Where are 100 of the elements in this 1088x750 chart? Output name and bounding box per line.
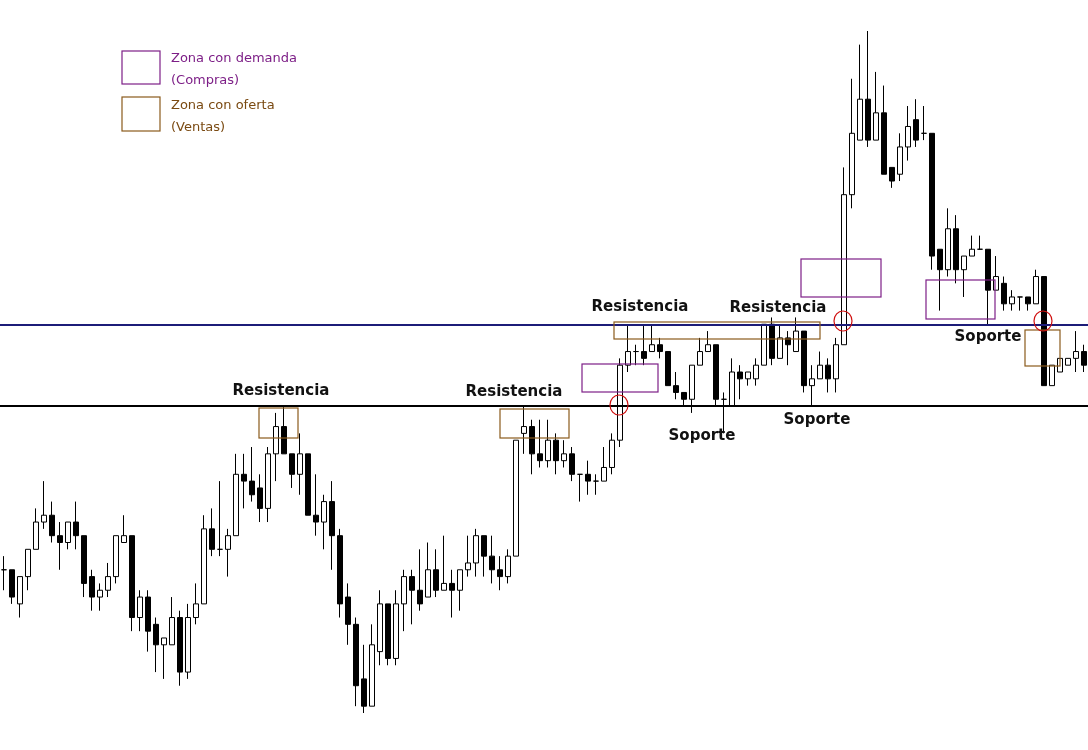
- candlestick: [233, 453, 239, 537]
- candlestick: [1033, 269, 1039, 305]
- candlestick: [657, 337, 663, 359]
- candlestick: [145, 589, 151, 653]
- candlestick: [185, 603, 191, 680]
- candlestick: [177, 610, 183, 687]
- candlestick: [305, 453, 311, 516]
- annotation: Resistencia: [232, 381, 330, 399]
- candlestick: [17, 576, 23, 619]
- candlestick: [89, 569, 95, 612]
- candlestick: [641, 323, 647, 366]
- candlestick: [121, 514, 127, 543]
- candlestick: [113, 535, 119, 584]
- candlestick: [57, 521, 63, 571]
- candlestick: [41, 480, 47, 530]
- candlestick: [585, 460, 591, 496]
- candlestick: [193, 582, 199, 625]
- annotation: Resistencia: [591, 297, 689, 315]
- candlestick: [601, 446, 607, 482]
- annotation: Soporte: [783, 410, 851, 428]
- annotation: Resistencia: [465, 382, 563, 400]
- candlestick: [457, 569, 463, 612]
- candlestick: [161, 637, 167, 680]
- candlestick: [217, 480, 223, 557]
- candlestick: [961, 255, 967, 298]
- candlestick: [921, 105, 927, 141]
- candlestick: [673, 371, 679, 400]
- candlestick: [441, 535, 447, 591]
- candlestick: [97, 582, 103, 612]
- candlestick: [633, 344, 639, 366]
- candlestick: [985, 248, 991, 325]
- candlestick: [265, 446, 271, 523]
- candlestick: [153, 617, 159, 673]
- candlestick: [969, 235, 975, 257]
- candlestick: [937, 248, 943, 312]
- candlestick: [489, 535, 495, 584]
- candlestick: [1081, 344, 1087, 373]
- candlestick: [385, 603, 391, 666]
- candlestick: [321, 494, 327, 550]
- candlestick: [393, 589, 399, 666]
- candlestick: [737, 364, 743, 400]
- candlestick: [401, 569, 407, 632]
- candlestick: [649, 323, 655, 353]
- candlestick: [449, 569, 455, 619]
- candlestick: [1017, 296, 1023, 312]
- candlestick: [33, 507, 39, 550]
- candlestick: [417, 548, 423, 612]
- candlestick: [761, 323, 767, 366]
- candlestick: [49, 501, 55, 543]
- candlestick: [201, 514, 207, 605]
- candlestick: [1041, 276, 1047, 387]
- candlestick: [593, 473, 599, 496]
- candlestick: [873, 71, 879, 141]
- candlestick: [705, 330, 711, 353]
- candlestick: [897, 132, 903, 182]
- annotation: Soporte: [668, 426, 736, 444]
- candlestick: [257, 473, 263, 523]
- candlestick: [913, 98, 919, 148]
- candlestick: [929, 132, 935, 271]
- candlestick: [825, 357, 831, 393]
- candlestick: [889, 166, 895, 189]
- candlestick: [73, 501, 79, 550]
- candlestick: [209, 507, 215, 557]
- candlestick: [1001, 276, 1007, 312]
- candlestick: [793, 316, 799, 353]
- candlestick: [1009, 289, 1015, 312]
- candlestick: [697, 337, 703, 366]
- candlestick: [289, 453, 295, 489]
- candlestick: [545, 419, 551, 468]
- candlestick: [577, 473, 583, 503]
- candlestick: [841, 166, 847, 346]
- candlestick: [225, 528, 231, 578]
- candlestick: [81, 535, 87, 598]
- candlestick: [1, 555, 7, 591]
- candlestick: [857, 44, 863, 141]
- candlestick: [561, 439, 567, 468]
- annotation: Resistencia: [729, 298, 827, 316]
- candlestick: [777, 323, 783, 359]
- candlestick: [609, 432, 615, 475]
- candlestick: [945, 207, 951, 278]
- candlestick: [409, 569, 415, 625]
- candlestick: [425, 542, 431, 598]
- candlestick: [313, 473, 319, 537]
- candlestick: [1065, 357, 1071, 366]
- candlestick: [369, 623, 375, 707]
- candlestick: [801, 330, 807, 393]
- candlestick: [137, 589, 143, 632]
- candlestick: [481, 535, 487, 578]
- candlestick: [977, 235, 983, 250]
- candlestick: [433, 548, 439, 598]
- candlestick: [553, 432, 559, 475]
- candlestick: [865, 30, 871, 148]
- candlestick: [337, 528, 343, 619]
- annotation: Zona con oferta (Ventas): [171, 96, 275, 136]
- candlestick: [249, 446, 255, 503]
- candlestick: [473, 528, 479, 578]
- candlestick: [273, 412, 279, 482]
- candlestick: [241, 453, 247, 509]
- candlestick: [361, 644, 367, 714]
- annotation: Zona con demanda (Compras): [171, 49, 298, 89]
